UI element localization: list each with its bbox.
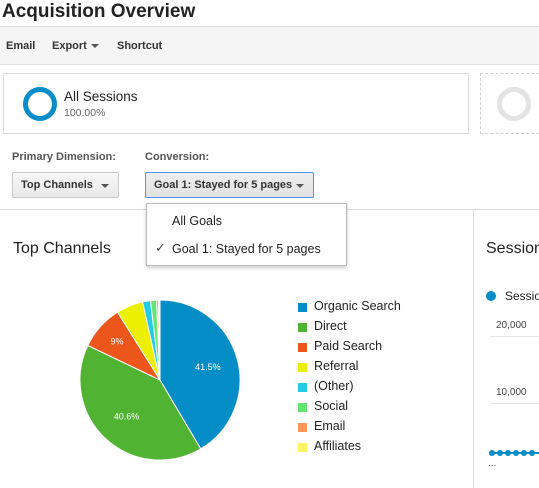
legend-swatch [298,303,307,312]
sessions-title: Sessions [486,240,539,257]
pie-data-label: 41.5% [195,362,221,372]
conversion-value: Goal 1: Stayed for 5 pages [154,179,293,191]
empty-segment-donut-icon [497,87,531,121]
shortcut-button[interactable]: Shortcut [117,40,163,52]
legend-item[interactable]: Organic Search [298,299,438,315]
primary-dimension-label: Primary Dimension: [12,151,116,163]
y-tick-label: 10,000 [496,387,527,398]
primary-dimension-select[interactable]: Top Channels [12,172,119,198]
chevron-down-icon [101,184,109,188]
export-label: Export [52,40,87,52]
chevron-down-icon [90,44,99,49]
pie-slice[interactable] [159,299,241,450]
legend-item[interactable]: (Other) [298,379,438,395]
legend-label: Paid Search [314,339,383,353]
panel-divider [473,210,474,488]
legend-swatch [298,423,307,432]
pie-slice[interactable] [79,344,202,461]
export-button[interactable]: Export [52,40,99,52]
primary-dimension-value: Top Channels [21,179,93,191]
chevron-down-icon [296,184,304,188]
top-channels-pie-chart: 41.5% 40.6% 9% [79,299,241,461]
legend-label: Organic Search [314,299,401,313]
legend-swatch [298,323,307,332]
pie-data-label: 9% [111,337,124,347]
menu-item-label: All Goals [172,214,223,228]
legend-item[interactable]: Affiliates [298,439,438,455]
add-segment-card[interactable] [480,73,539,134]
conversion-select[interactable]: Goal 1: Stayed for 5 pages [145,172,314,198]
legend-label: Social [314,399,349,413]
legend-label: Affiliates [314,439,362,453]
legend-swatch [298,443,307,452]
legend-swatch [298,343,307,352]
segment-percent: 100.00% [64,107,106,119]
legend-item[interactable]: Social [298,399,438,415]
legend-label: Email [314,419,346,433]
pie-slice[interactable] [157,299,161,381]
y-tick-label: 20,000 [496,320,527,331]
page-title: Acquisition Overview [2,1,196,22]
legend-item[interactable]: Email [298,419,438,435]
legend-swatch [298,383,307,392]
divider [0,26,539,27]
toolbar: Email Export Shortcut [0,27,539,65]
legend-label: Referral [314,359,359,373]
conversion-label: Conversion: [145,151,210,163]
legend-label: Direct [314,319,347,333]
pie-data-label: 40.6% [114,412,140,422]
menu-item-label: Goal 1: Stayed for 5 pages [172,242,321,256]
segment-card-all-sessions[interactable]: All Sessions 100.00% [3,73,469,134]
legend-item[interactable]: Referral [298,359,438,375]
sessions-legend-label: Sessions [505,289,539,303]
sessions-legend-swatch [486,291,496,301]
legend-swatch [298,363,307,372]
gridline [490,403,539,404]
conversion-dropdown-menu: All Goals ✓ Goal 1: Stayed for 5 pages [146,203,347,266]
legend-item[interactable]: Paid Search [298,339,438,355]
x-tick-label: ... [488,458,497,469]
top-channels-title: Top Channels [13,240,111,257]
legend-label: (Other) [314,379,354,393]
gridline [490,336,539,337]
legend-item[interactable]: Direct [298,319,438,335]
menu-item-goal-1[interactable]: ✓ Goal 1: Stayed for 5 pages [147,238,346,262]
segment-name: All Sessions [64,89,138,104]
email-button[interactable]: Email [6,40,36,52]
sessions-line-series [489,450,539,456]
menu-item-all-goals[interactable]: All Goals [147,210,346,234]
segment-donut-icon [23,87,57,121]
checkmark-icon: ✓ [155,240,166,255]
legend-swatch [298,403,307,412]
